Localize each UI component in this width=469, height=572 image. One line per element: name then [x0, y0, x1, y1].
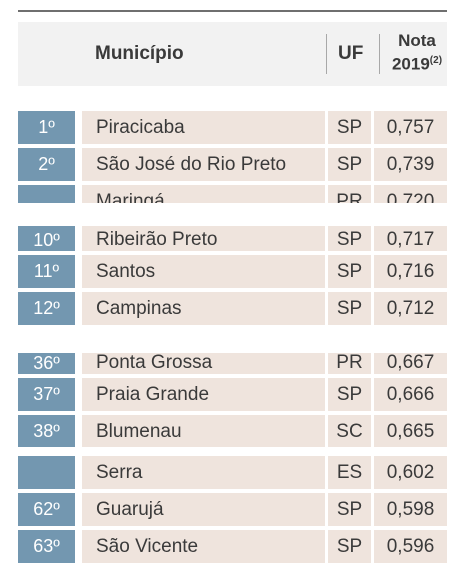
city-cell: Blumenau	[82, 415, 325, 447]
table-row: 37º Praia Grande SP 0,666	[0, 378, 469, 411]
uf-cell: SP	[328, 226, 371, 251]
city-cell: Santos	[82, 255, 325, 288]
city-cell: Ribeirão Preto	[82, 226, 325, 251]
header-nota-year: 2019	[391, 54, 430, 74]
header-municipio: Município	[95, 43, 184, 64]
rank-badge: 36º	[18, 353, 75, 374]
table-row: Maringá PR 0,720	[0, 185, 469, 203]
uf-cell: SP	[328, 378, 371, 411]
table-row: 36º Ponta Grossa PR 0,667	[0, 353, 469, 374]
rank-badge: 12º	[18, 292, 75, 325]
table-segment: 10º Ribeirão Preto SP 0,717 11º Santos S…	[0, 226, 469, 328]
city-cell: Piracicaba	[82, 111, 325, 144]
uf-cell: PR	[328, 185, 371, 203]
table-row: 11º Santos SP 0,716	[0, 255, 469, 288]
uf-cell: ES	[328, 456, 371, 489]
score-cell: 0,667	[374, 353, 447, 374]
table-segment: 36º Ponta Grossa PR 0,667 37º Praia Gran…	[0, 353, 469, 447]
city-cell: Maringá	[82, 185, 325, 203]
rank-badge: 1º	[18, 111, 75, 144]
uf-cell: PR	[328, 353, 371, 374]
city-cell: Ponta Grossa	[82, 353, 325, 374]
uf-cell: SP	[328, 493, 371, 526]
rank-badge: 38º	[18, 415, 75, 447]
table-row: 38º Blumenau SC 0,665	[0, 415, 469, 447]
rank-badge: 10º	[18, 226, 75, 251]
rank-badge	[18, 456, 75, 489]
header-uf: UF	[338, 43, 364, 64]
city-cell: Campinas	[82, 292, 325, 325]
uf-cell: SP	[328, 148, 371, 181]
score-cell: 0,716	[374, 255, 447, 288]
header-nota-label: Nota	[398, 31, 436, 50]
score-cell: 0,712	[374, 292, 447, 325]
rank-badge: 37º	[18, 378, 75, 411]
score-cell: 0,596	[374, 530, 447, 563]
score-cell: 0,598	[374, 493, 447, 526]
header-nota-footnote: (2)	[429, 55, 443, 66]
uf-cell: SP	[328, 292, 371, 325]
table-row: 1º Piracicaba SP 0,757	[0, 111, 469, 144]
uf-cell: SP	[328, 530, 371, 563]
score-cell: 0,665	[374, 415, 447, 447]
city-cell: São José do Rio Preto	[82, 148, 325, 181]
score-cell: 0,666	[374, 378, 447, 411]
score-cell: 0,717	[374, 226, 447, 251]
table-row: 12º Campinas SP 0,712	[0, 292, 469, 325]
score-cell: 0,720	[374, 185, 447, 203]
city-cell: São Vicente	[82, 530, 325, 563]
header-divider	[379, 34, 380, 74]
score-cell: 0,757	[374, 111, 447, 144]
uf-cell: SC	[328, 415, 371, 447]
rank-badge: 2º	[18, 148, 75, 181]
city-cell: Guarujá	[82, 493, 325, 526]
rank-badge: 63º	[18, 530, 75, 563]
uf-cell: SP	[328, 255, 371, 288]
uf-cell: SP	[328, 111, 371, 144]
table-row: 62º Guarujá SP 0,598	[0, 493, 469, 526]
header-divider	[326, 34, 327, 74]
score-cell: 0,739	[374, 148, 447, 181]
header-nota: Nota 2019(2)	[384, 31, 450, 75]
rank-badge: 62º	[18, 493, 75, 526]
table-segment: 1º Piracicaba SP 0,757 2º São José do Ri…	[0, 111, 469, 203]
score-cell: 0,602	[374, 456, 447, 489]
table-row: 63º São Vicente SP 0,596	[0, 530, 469, 563]
table-row: 10º Ribeirão Preto SP 0,717	[0, 226, 469, 251]
table-header: Município UF Nota 2019(2)	[18, 22, 447, 86]
top-rule	[18, 10, 447, 12]
table-row: Serra ES 0,602	[0, 456, 469, 489]
city-cell: Serra	[82, 456, 325, 489]
city-cell: Praia Grande	[82, 378, 325, 411]
rank-badge	[18, 185, 75, 203]
rank-badge: 11º	[18, 255, 75, 288]
table-segment: Serra ES 0,602 62º Guarujá SP 0,598 63º …	[0, 456, 469, 572]
table-row: 2º São José do Rio Preto SP 0,739	[0, 148, 469, 181]
